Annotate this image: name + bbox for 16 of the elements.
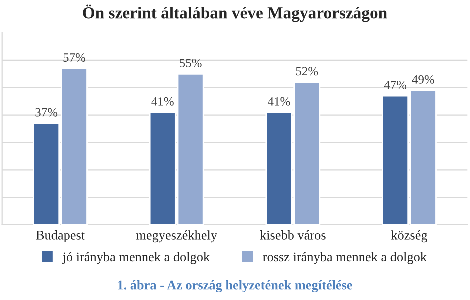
x-tick-label: község	[391, 230, 428, 243]
data-label: 49%	[412, 75, 434, 84]
data-label: 47%	[384, 80, 407, 90]
x-tick-label: megyeszékhely	[136, 230, 218, 243]
text: 1. ábra - Az ország helyzetének megítélése	[118, 280, 352, 293]
data-label: 41%	[268, 97, 290, 106]
data-label: 37%	[36, 108, 58, 117]
x-tick-label: Budapest	[36, 230, 85, 243]
x-tick-label: kisebb város	[260, 230, 326, 240]
data-label: 55%	[180, 59, 202, 68]
data-label: 52%	[296, 67, 318, 76]
data-label: 41%	[152, 97, 174, 106]
chart-title: Ön szerint általában véve Magyarországon	[83, 4, 388, 22]
legend-label: jó irányba mennek a dolgok	[62, 252, 210, 264]
data-label: 57%	[64, 54, 86, 62]
legend-label: rossz irányba mennek a dolgok	[263, 252, 428, 264]
